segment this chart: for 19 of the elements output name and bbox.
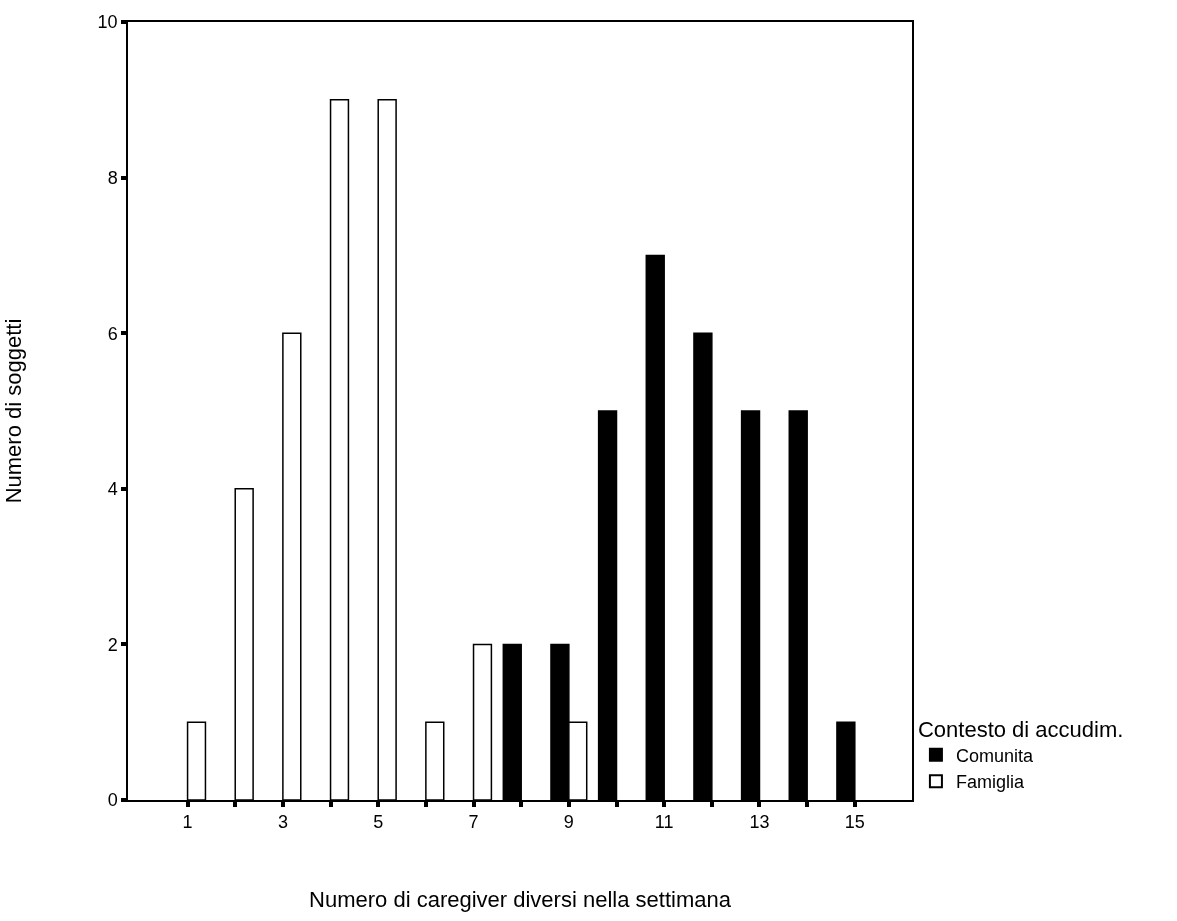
x-tick-label: 7 [468, 812, 479, 833]
legend-label: Famiglia [955, 772, 1025, 793]
x-axis-title: Numero di caregiver diversi nella settimana [309, 886, 732, 912]
legend-title: Contesto di accudim. [917, 716, 1124, 742]
x-tick-label: 3 [277, 812, 288, 833]
x-tick-label: 9 [563, 812, 574, 833]
x-tick-label: 13 [749, 812, 770, 833]
x-tick-label: 11 [654, 812, 674, 833]
y-tick-label: 4 [107, 479, 118, 500]
x-tick-label: 1 [182, 812, 193, 833]
x-tick-label: 15 [844, 812, 865, 833]
x-tick-label: 5 [373, 812, 384, 833]
y-tick-label: 10 [97, 12, 118, 33]
y-axis-title: Numero di soggetti [0, 318, 26, 504]
y-tick-label: 0 [107, 790, 118, 811]
y-tick-label: 6 [107, 323, 118, 344]
legend-label: Comunita [955, 745, 1034, 766]
y-tick-label: 2 [107, 634, 118, 655]
y-tick-label: 8 [107, 167, 118, 188]
